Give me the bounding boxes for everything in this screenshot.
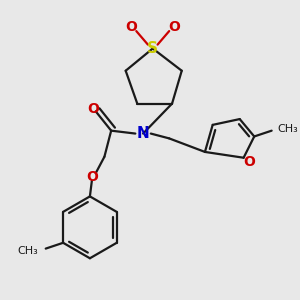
Text: S: S: [147, 41, 158, 56]
Text: CH₃: CH₃: [278, 124, 298, 134]
Text: O: O: [86, 170, 98, 184]
Text: O: O: [168, 20, 180, 34]
Text: O: O: [244, 154, 255, 169]
Text: O: O: [125, 20, 137, 34]
Text: N: N: [137, 126, 149, 141]
Text: O: O: [87, 102, 99, 116]
Text: CH₃: CH₃: [17, 245, 38, 256]
